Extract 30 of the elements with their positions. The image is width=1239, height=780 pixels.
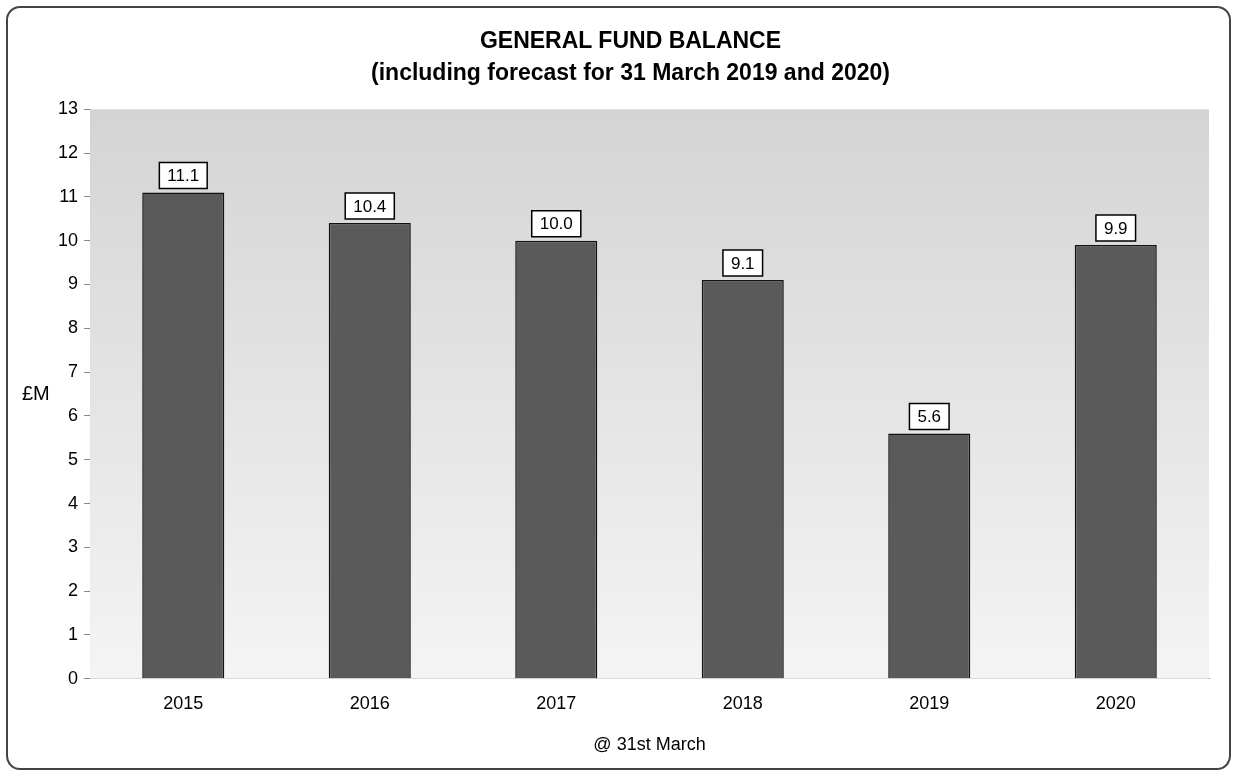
x-tick-label: 2020 [1095, 692, 1136, 713]
y-tick-label: 10 [57, 229, 79, 250]
data-label: 9.9 [1103, 218, 1128, 238]
y-tick-label: 2 [68, 580, 79, 601]
y-tick-label: 6 [68, 404, 79, 425]
data-label: 10.0 [539, 214, 573, 234]
y-tick-label: 12 [57, 141, 79, 162]
x-tick-label: 2015 [163, 692, 204, 713]
chart-title: GENERAL FUND BALANCE [479, 27, 782, 54]
y-axis-title: £M [22, 381, 50, 404]
y-tick-label: 4 [68, 492, 79, 513]
x-tick-label: 2017 [536, 692, 577, 713]
data-label: 10.4 [353, 196, 387, 216]
data-label: 9.1 [730, 253, 755, 273]
y-tick-label: 11 [59, 185, 79, 206]
chart-subtitle: (including forecast for 31 March 2019 and 2020) [371, 58, 890, 85]
y-tick-label: 8 [68, 317, 79, 338]
y-tick-label: 7 [68, 361, 79, 382]
y-tick-label: 13 [57, 98, 79, 119]
x-tick-label: 2019 [909, 692, 950, 713]
x-tick-label: 2016 [349, 692, 390, 713]
y-tick-label: 0 [68, 667, 79, 688]
y-tick-label: 3 [68, 536, 79, 557]
data-label: 5.6 [917, 407, 942, 427]
data-label: 11.1 [167, 166, 200, 186]
x-axis-title: @ 31st March [593, 734, 706, 755]
y-tick-label: 1 [68, 623, 79, 644]
y-tick-label: 5 [68, 448, 79, 469]
y-tick-label: 9 [68, 273, 79, 294]
x-tick-label: 2018 [722, 692, 763, 713]
